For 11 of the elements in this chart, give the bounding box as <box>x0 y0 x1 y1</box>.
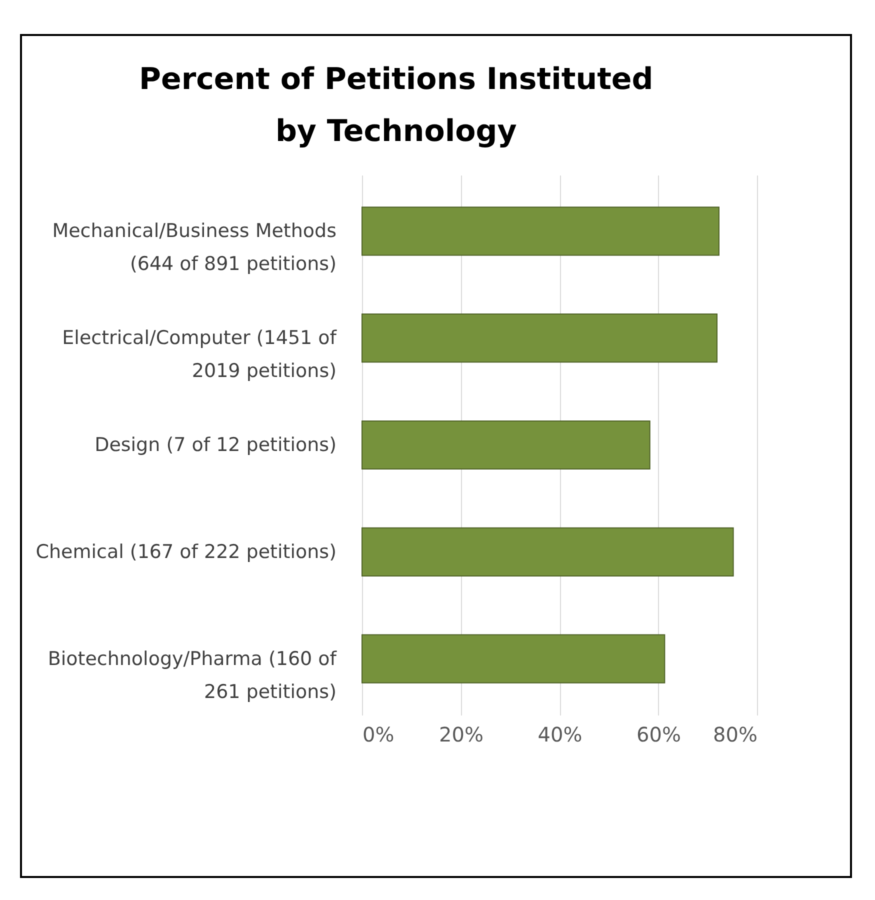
x-tick-label: 20% <box>439 722 484 746</box>
y-tick-label: Design (7 of 12 petitions) <box>94 434 336 456</box>
y-tick-label: Biotechnology/Pharma (160 of 261 petitions) <box>48 648 338 703</box>
x-tick-label: 80% <box>713 722 758 746</box>
x-tick-label: 60% <box>636 722 681 746</box>
y-tick-label: Electrical/Computer (1451 of 2019 petitions) <box>62 327 338 382</box>
chart-title: Percent of Petitions Instituted by Technology <box>139 62 654 149</box>
y-tick-label: Mechanical/Business Methods (644 of 891 petitions) <box>52 220 336 276</box>
x-tick-label: 40% <box>538 722 582 746</box>
y-tick-label: Chemical (167 of 222 petitions) <box>36 540 336 563</box>
x-tick-label: 0% <box>362 722 394 746</box>
